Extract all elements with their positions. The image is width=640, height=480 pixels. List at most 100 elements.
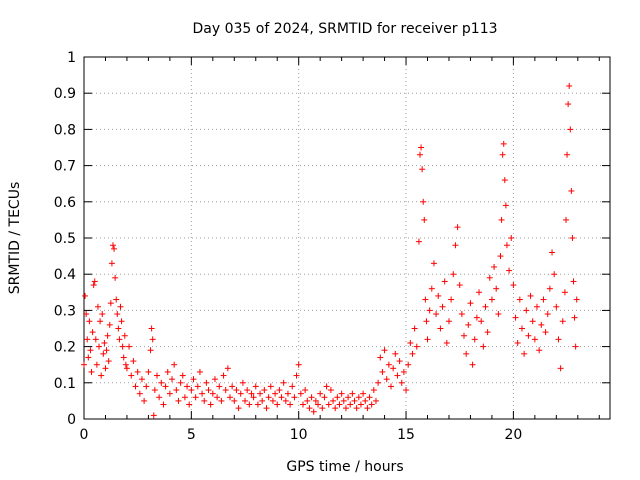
data-point	[445, 318, 452, 325]
data-point	[299, 401, 306, 408]
data-point	[503, 242, 510, 249]
data-point	[525, 332, 532, 339]
data-point	[407, 339, 414, 346]
data-point	[119, 343, 126, 350]
data-point	[121, 332, 128, 339]
data-point	[325, 401, 332, 408]
data-points	[81, 82, 580, 419]
data-point	[510, 282, 517, 289]
data-point	[381, 347, 388, 354]
data-point	[149, 336, 156, 343]
data-point	[184, 383, 191, 390]
data-point	[330, 397, 337, 404]
data-point	[473, 314, 480, 321]
data-point	[203, 379, 210, 386]
data-point	[421, 216, 428, 223]
data-point	[181, 394, 188, 401]
chart-title: Day 035 of 2024, SRMTID for receiver p11…	[192, 21, 497, 37]
data-point	[179, 372, 186, 379]
data-point	[123, 365, 130, 372]
data-point	[372, 397, 379, 404]
data-point	[209, 390, 216, 397]
data-point	[138, 376, 145, 383]
data-point	[396, 358, 403, 365]
data-point	[282, 397, 289, 404]
data-point	[546, 285, 553, 292]
data-point	[435, 292, 442, 299]
data-point	[211, 376, 218, 383]
data-point	[261, 387, 268, 394]
data-point	[130, 358, 137, 365]
data-point	[486, 274, 493, 281]
data-point	[88, 368, 95, 375]
data-point	[392, 350, 399, 357]
data-point	[143, 383, 150, 390]
data-point	[476, 289, 483, 296]
data-point	[147, 347, 154, 354]
data-point	[469, 361, 476, 368]
data-point	[523, 307, 530, 314]
data-point	[495, 311, 502, 318]
data-point	[364, 405, 371, 412]
data-point	[304, 397, 311, 404]
data-point	[478, 318, 485, 325]
data-point	[102, 365, 109, 372]
data-point	[278, 394, 285, 401]
data-point	[128, 372, 135, 379]
data-point	[493, 285, 500, 292]
y-tick-label: 0.8	[54, 122, 76, 138]
data-point	[345, 394, 352, 401]
data-point	[104, 332, 111, 339]
data-point	[101, 339, 108, 346]
data-point	[383, 376, 390, 383]
y-tick-label: 0.3	[54, 303, 76, 319]
data-point	[340, 397, 347, 404]
data-point	[415, 238, 422, 245]
data-point	[491, 263, 498, 270]
data-point	[109, 242, 116, 249]
data-point	[112, 274, 119, 281]
data-point	[534, 303, 541, 310]
data-point	[488, 296, 495, 303]
data-point	[218, 397, 225, 404]
data-point	[394, 372, 401, 379]
data-point	[409, 350, 416, 357]
data-point	[87, 347, 94, 354]
data-point	[355, 394, 362, 401]
data-point	[91, 278, 98, 285]
data-point	[430, 260, 437, 267]
data-point	[512, 314, 519, 321]
data-point	[199, 390, 206, 397]
data-point	[222, 387, 229, 394]
data-point	[94, 303, 101, 310]
y-axis-label: SRMTID / TECUs	[7, 182, 23, 295]
data-point	[562, 216, 569, 223]
data-point	[263, 405, 270, 412]
data-point	[312, 397, 319, 404]
data-point	[508, 235, 515, 241]
data-point	[85, 354, 92, 361]
data-point	[572, 343, 579, 350]
y-tick-label: 0.1	[54, 376, 76, 392]
data-point	[480, 343, 487, 350]
data-point	[400, 368, 407, 375]
y-tick-label: 1	[67, 50, 76, 66]
data-point	[375, 379, 382, 386]
data-point	[233, 387, 240, 394]
data-point	[190, 376, 197, 383]
y-tick-label: 0	[67, 412, 76, 428]
data-point	[114, 311, 121, 318]
data-point	[99, 311, 106, 318]
data-point	[308, 394, 315, 401]
x-tick-label: 10	[290, 427, 308, 443]
data-point	[334, 394, 341, 401]
data-point	[351, 397, 358, 404]
data-point	[501, 177, 508, 184]
data-point	[111, 245, 118, 252]
plot-frame	[83, 56, 611, 420]
data-point	[527, 292, 534, 299]
data-point	[254, 401, 261, 408]
data-point	[235, 405, 242, 412]
data-point	[158, 379, 165, 386]
data-point	[237, 390, 244, 397]
